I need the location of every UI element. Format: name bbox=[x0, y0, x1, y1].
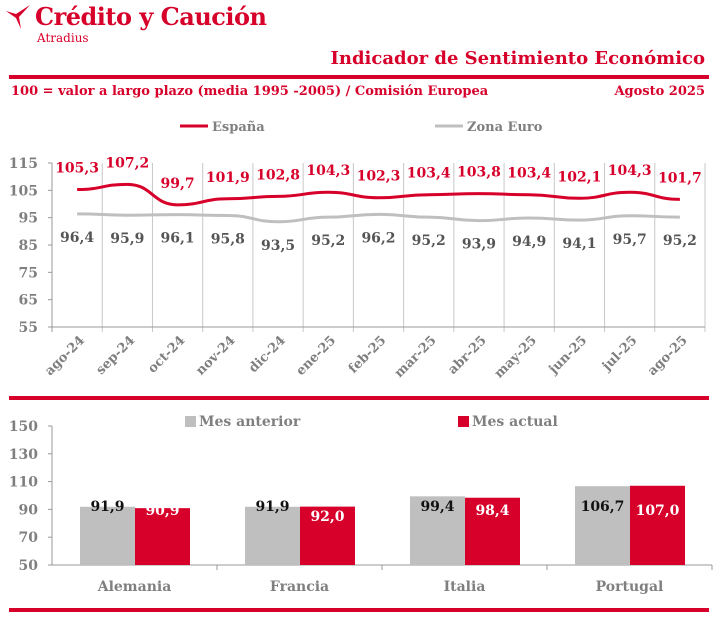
bar-Mes actual bbox=[630, 485, 685, 565]
x-tick-label: ago-25 bbox=[645, 333, 691, 379]
bar-Mes actual bbox=[300, 506, 355, 565]
x-tick-label: may-25 bbox=[492, 333, 540, 381]
data-label: 95,7 bbox=[613, 232, 647, 248]
x-tick-label: Portugal bbox=[596, 579, 664, 595]
data-label: 93,9 bbox=[462, 237, 496, 253]
divider bbox=[9, 608, 709, 612]
x-tick-label: jun-25 bbox=[546, 333, 591, 378]
y-tick-label: 110 bbox=[9, 475, 38, 491]
brand-name: Crédito y Caución bbox=[35, 2, 267, 31]
y-tick-label: 55 bbox=[19, 320, 38, 336]
x-tick-label: abr-25 bbox=[445, 333, 489, 377]
data-label: 92,0 bbox=[310, 509, 344, 525]
data-label: 105,3 bbox=[55, 161, 99, 177]
y-tick-label: 50 bbox=[19, 558, 39, 574]
divider bbox=[9, 396, 709, 400]
data-label: 102,8 bbox=[256, 167, 300, 183]
data-label: 93,5 bbox=[261, 238, 295, 254]
data-label: 103,8 bbox=[457, 165, 501, 181]
data-label: 94,1 bbox=[562, 236, 596, 252]
data-label: 103,4 bbox=[507, 166, 551, 182]
data-label: 90,9 bbox=[145, 503, 179, 519]
y-tick-label: 85 bbox=[19, 238, 38, 254]
data-label: 98,4 bbox=[475, 503, 509, 519]
bar-Mes actual bbox=[135, 508, 190, 565]
data-label: 94,9 bbox=[512, 234, 546, 250]
legend-label: Mes actual bbox=[472, 414, 558, 430]
y-tick-label: 130 bbox=[9, 447, 38, 463]
brand-sub: Atradius bbox=[37, 31, 89, 45]
legend-label: Zona Euro bbox=[467, 120, 543, 135]
data-label: 102,3 bbox=[357, 169, 401, 185]
bar-chart: 50 70 90 110 130 150 Alemania 91,9 90,9 Francia 91… bbox=[9, 414, 713, 595]
legend-swatch bbox=[185, 416, 196, 427]
bar-Mes actual bbox=[465, 497, 520, 565]
bar-Mes anterior bbox=[245, 506, 300, 565]
bar-Mes anterior bbox=[410, 496, 465, 565]
legend-label: Mes anterior bbox=[199, 414, 301, 430]
x-tick-label: Alemania bbox=[97, 579, 172, 595]
x-tick-label: Italia bbox=[444, 579, 486, 595]
y-tick-label: 115 bbox=[9, 156, 38, 172]
y-tick-label: 95 bbox=[19, 211, 38, 227]
y-tick-label: 65 bbox=[19, 293, 38, 309]
data-label: 103,4 bbox=[407, 166, 451, 182]
data-label: 95,2 bbox=[311, 233, 345, 249]
date-label: Agosto 2025 bbox=[614, 84, 705, 99]
divider bbox=[9, 75, 709, 79]
subtitle: 100 = valor a largo plazo (media 1995 -2… bbox=[11, 84, 489, 99]
x-tick-label: oct-24 bbox=[145, 333, 188, 376]
data-label: 101,9 bbox=[206, 170, 250, 186]
bar-Mes anterior bbox=[80, 506, 135, 565]
data-label: 95,9 bbox=[110, 231, 144, 247]
y-tick-label: 150 bbox=[9, 419, 38, 435]
data-label: 106,7 bbox=[581, 499, 625, 515]
data-label: 91,9 bbox=[255, 499, 289, 515]
data-label: 96,1 bbox=[161, 231, 195, 247]
x-tick-label: ene-25 bbox=[294, 333, 340, 379]
data-label: 96,4 bbox=[60, 230, 94, 246]
data-label: 99,7 bbox=[161, 176, 195, 192]
data-label: 104,3 bbox=[306, 163, 350, 179]
y-tick-label: 90 bbox=[19, 502, 39, 518]
data-label: 107,2 bbox=[105, 155, 149, 171]
x-tick-label: nov-24 bbox=[193, 333, 238, 378]
x-tick-label: feb-25 bbox=[346, 333, 389, 376]
x-tick-label: mar-25 bbox=[392, 333, 440, 381]
bar-Mes anterior bbox=[575, 486, 630, 565]
y-tick-label: 70 bbox=[19, 530, 39, 546]
x-tick-label: dic-24 bbox=[246, 333, 289, 376]
x-tick-label: Francia bbox=[270, 579, 329, 595]
series-line-Zona Euro bbox=[77, 212, 680, 224]
data-label: 91,9 bbox=[90, 499, 124, 515]
data-label: 96,2 bbox=[361, 230, 395, 246]
data-label: 107,0 bbox=[636, 503, 680, 519]
legend-label: España bbox=[212, 120, 265, 135]
y-tick-label: 105 bbox=[9, 183, 38, 199]
data-label: 95,2 bbox=[663, 233, 697, 249]
data-label: 104,3 bbox=[608, 163, 652, 179]
logo-icon bbox=[6, 5, 30, 29]
data-label: 99,4 bbox=[420, 499, 454, 515]
legend-swatch bbox=[458, 416, 469, 427]
data-label: 101,7 bbox=[658, 170, 702, 186]
page-title: Indicador de Sentimiento Económico bbox=[330, 48, 705, 69]
data-label: 95,2 bbox=[412, 233, 446, 249]
y-tick-label: 75 bbox=[19, 265, 38, 281]
x-tick-label: ago-24 bbox=[42, 333, 88, 379]
data-label: 102,1 bbox=[558, 169, 602, 185]
x-tick-label: sep-24 bbox=[94, 333, 139, 378]
data-label: 95,8 bbox=[211, 231, 245, 247]
x-tick-label: jul-25 bbox=[599, 333, 640, 374]
line-chart: 55 65 75 85 95 105 115 ago-24 sep-24 oct-24 nov-24… bbox=[9, 120, 706, 381]
